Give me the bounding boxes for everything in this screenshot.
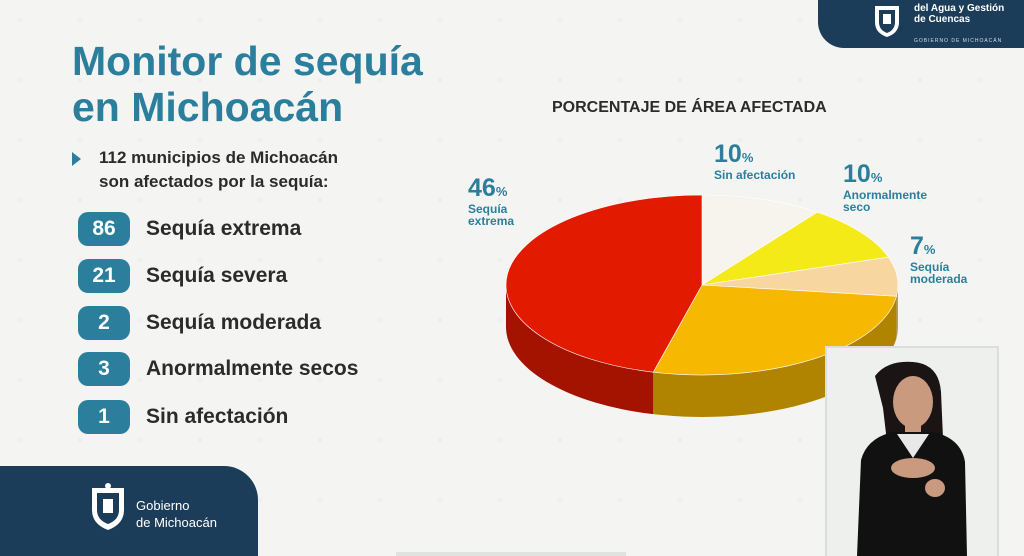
pie-slice-abnormal	[701, 211, 889, 286]
video-progress-strip	[396, 552, 626, 556]
pct-label-extreme: 46% Sequía extrema	[468, 174, 515, 228]
sign-language-interpreter-video	[827, 348, 997, 556]
logo-line2: de Michoacán	[136, 515, 217, 530]
pct-label-abnormal: 10% Anormalmente seco	[843, 160, 928, 214]
stat-count-badge: 1	[78, 400, 130, 434]
stat-label: Anormalmente secos	[146, 357, 359, 380]
logo-line1: Gobierno	[136, 498, 190, 513]
stat-count-badge: 3	[78, 352, 130, 386]
crest-icon	[875, 6, 899, 37]
pie-slice-extreme	[505, 194, 703, 373]
stat-label: Sequía moderada	[146, 311, 322, 334]
pie-slice-extreme-side	[506, 285, 654, 415]
stat-label: Sequía extrema	[146, 217, 302, 240]
stat-label: Sin afectación	[146, 405, 289, 428]
pie-slice-severe	[652, 284, 897, 376]
agency-badge: del Agua y Gestión de Cuencas GOBIERNO D…	[818, 0, 1024, 48]
stat-count-badge: 86	[78, 212, 130, 246]
chart-title: PORCENTAJE DE ÁREA AFECTADA	[552, 99, 827, 116]
pct-label-moderate: 7% Sequía moderada	[910, 232, 968, 286]
bullet-triangle-icon	[72, 152, 81, 166]
agency-name: del Agua y Gestión de Cuencas	[914, 3, 1005, 25]
stat-label: Sequía severa	[146, 264, 288, 287]
pct-label-none: 10% Sin afectación	[714, 140, 796, 182]
crest-icon	[92, 483, 124, 530]
pie-slice-none	[701, 194, 818, 286]
interpreter-figure	[827, 348, 997, 556]
stat-count-badge: 21	[78, 259, 130, 293]
pie-slice-moderate-side	[896, 285, 899, 339]
government-logo: Gobierno de Michoacán	[0, 466, 258, 556]
stat-count-badge: 2	[78, 306, 130, 340]
agency-sub: GOBIERNO DE MICHOACÁN	[914, 38, 1003, 44]
page-title: Monitor de sequía en Michoacán	[72, 38, 423, 130]
